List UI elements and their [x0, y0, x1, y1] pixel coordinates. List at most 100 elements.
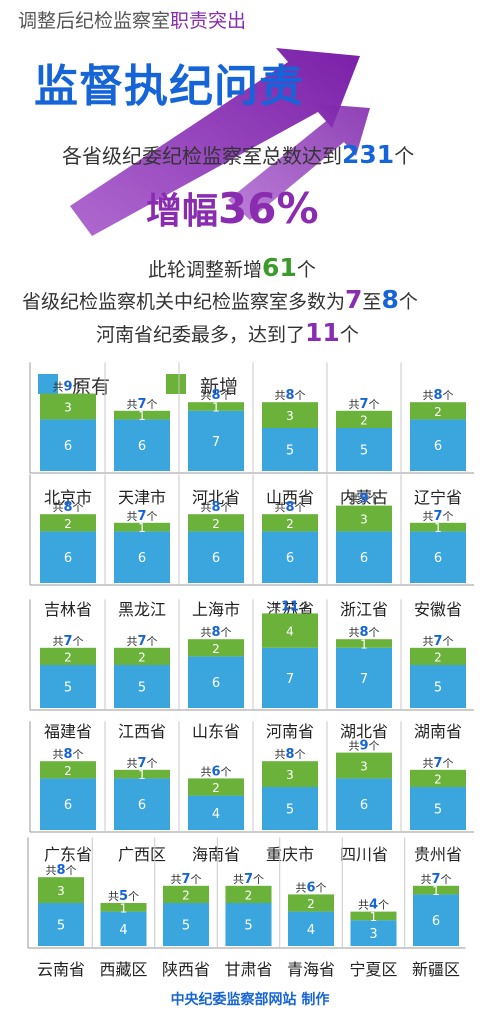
label-added-value: 1 — [138, 521, 146, 535]
label-original-value: 7 — [212, 435, 220, 450]
category-label: 湖北省 — [340, 722, 388, 741]
bar-original — [114, 531, 170, 583]
label-added-value: 2 — [182, 888, 190, 902]
label-added-value: 2 — [434, 650, 442, 664]
label-total: 共7个 — [126, 397, 157, 412]
label-total: 共7个 — [422, 509, 453, 524]
bar-added — [40, 761, 96, 779]
label-total: 共8个 — [52, 500, 83, 515]
label-original-value: 4 — [119, 923, 127, 938]
label-added-value: 2 — [434, 772, 442, 786]
stat-total-line: 各省级纪委纪检监察室总数达到231个 — [62, 140, 415, 169]
label-original-value: 5 — [434, 803, 442, 818]
label-added-value: 1 — [434, 521, 442, 535]
bar-added — [410, 647, 466, 665]
label-added-value: 1 — [370, 910, 378, 924]
label-total: 共7个 — [422, 756, 453, 771]
bar-added — [336, 410, 392, 428]
label-added-value: 2 — [64, 764, 72, 778]
label-added-value: 4 — [286, 625, 294, 639]
label-added-value: 3 — [64, 401, 72, 415]
category-label: 安徽省 — [414, 600, 462, 619]
bar-original — [262, 531, 318, 583]
label-original-value: 5 — [244, 919, 252, 934]
category-label: 吉林省 — [44, 600, 92, 619]
category-label: 福建省 — [44, 722, 92, 741]
category-label: 重庆市 — [266, 845, 314, 864]
headline: 监督执纪问责 — [34, 61, 304, 112]
bar-added — [410, 402, 466, 420]
label-total: 共8个 — [274, 747, 305, 762]
label-added-value: 3 — [286, 409, 294, 423]
label-added-value: 3 — [360, 760, 368, 774]
label-original-value: 5 — [64, 681, 72, 696]
label-original-value: 6 — [360, 798, 368, 813]
label-original-value: 7 — [286, 672, 294, 687]
legend-original-swatch — [38, 374, 58, 394]
bar-added — [350, 911, 397, 921]
label-total: 共7个 — [422, 634, 453, 649]
category-label: 北京市 — [44, 488, 92, 507]
bar-added — [336, 752, 392, 779]
label-original-value: 6 — [286, 551, 294, 566]
bar-original — [38, 903, 84, 946]
label-added-value: 2 — [138, 650, 146, 664]
label-added-value: 2 — [434, 405, 442, 419]
stat-range-line: 省级纪检监察机关中纪检监察室多数为7至8个 — [22, 285, 418, 314]
label-original-value: 6 — [138, 551, 146, 566]
label-original-value: 4 — [212, 807, 220, 822]
stat-added-line: 此轮调整新增61个 — [148, 253, 316, 282]
label-original-value: 5 — [286, 444, 294, 459]
label-added-value: 2 — [64, 517, 72, 531]
bar-original — [188, 531, 244, 583]
label-original-value: 5 — [182, 919, 190, 934]
legend-added-label: 新增 — [200, 376, 239, 398]
bar-original — [40, 665, 96, 708]
label-total: 共8个 — [200, 388, 231, 403]
label-added-value: 2 — [360, 413, 368, 427]
arrow-small-icon — [228, 104, 370, 220]
label-total: 共7个 — [233, 872, 264, 887]
label-original-value: 6 — [138, 798, 146, 813]
label-total: 共7个 — [52, 634, 83, 649]
category-label: 广西区 — [118, 845, 166, 864]
category-label: 辽宁省 — [414, 488, 462, 507]
category-label: 云南省 — [37, 960, 85, 979]
category-label: 海南省 — [192, 845, 240, 864]
arrow-big-icon — [70, 48, 360, 236]
bar-added — [410, 522, 466, 532]
label-original-value: 5 — [360, 444, 368, 459]
label-added-value: 2 — [286, 517, 294, 531]
label-added-value: 2 — [212, 781, 220, 795]
bar-added — [413, 885, 459, 895]
bar-added — [288, 894, 334, 912]
label-total: 共6个 — [295, 880, 326, 895]
category-label: 天津市 — [118, 488, 166, 507]
bar-original — [225, 903, 272, 946]
label-total: 共8个 — [52, 747, 83, 762]
bar-original — [40, 778, 96, 830]
bar-original — [410, 419, 466, 471]
category-label: 甘肃省 — [224, 960, 272, 979]
category-label: 贵州省 — [414, 845, 462, 864]
label-added-value: 2 — [212, 642, 220, 656]
bar-original — [262, 647, 318, 708]
bar-added — [188, 639, 244, 657]
category-label: 四川省 — [340, 845, 388, 864]
label-added-value: 1 — [138, 768, 146, 782]
label-added-value: 3 — [360, 513, 368, 527]
label-original-value: 6 — [432, 914, 440, 929]
bar-added — [336, 505, 392, 532]
label-added-value: 1 — [138, 409, 146, 423]
intro-line: 调整后纪检监察室职责突出 — [18, 10, 247, 32]
label-original-value: 6 — [138, 439, 146, 454]
bar-original — [410, 787, 466, 830]
bar-original — [336, 531, 392, 583]
bar-added — [40, 647, 96, 665]
bar-original — [262, 428, 318, 471]
bar-original — [40, 531, 96, 583]
label-total: 共9个 — [348, 492, 379, 507]
bar-added — [262, 761, 318, 787]
bar-added — [225, 885, 272, 903]
